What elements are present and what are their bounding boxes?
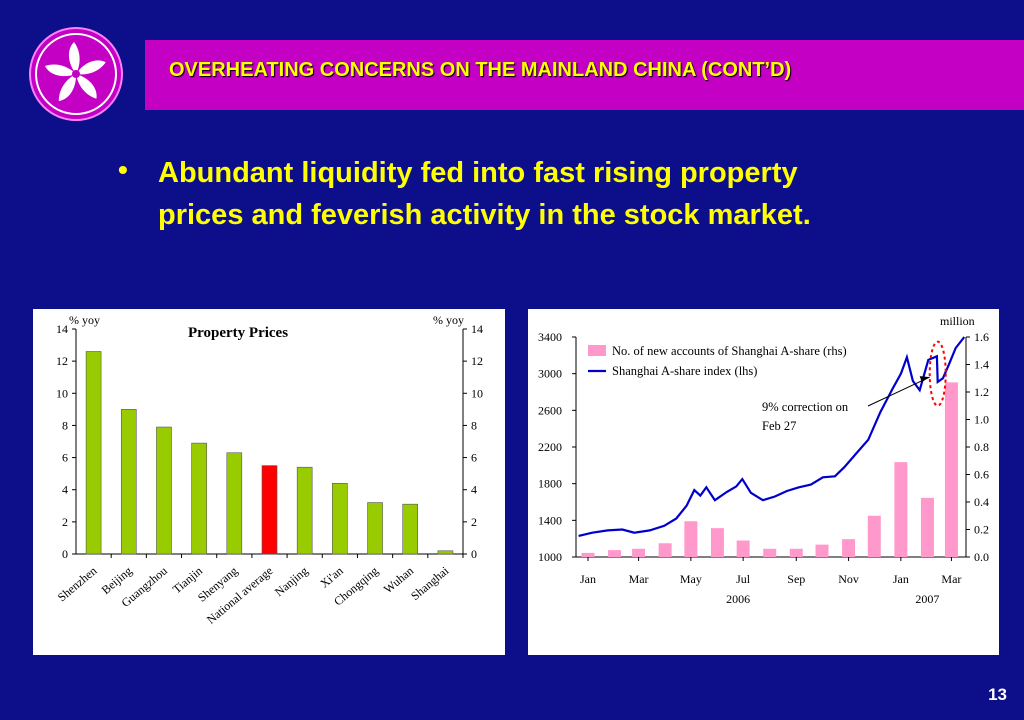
bar xyxy=(842,539,856,557)
legend-label: Shanghai A-share index (lhs) xyxy=(612,364,757,378)
bar xyxy=(684,521,698,557)
y-tick-label-left: 2600 xyxy=(538,403,562,417)
bar xyxy=(581,552,595,557)
year-label: 2006 xyxy=(726,592,750,606)
y-tick-label-right: 4 xyxy=(471,483,477,497)
y-tick-label-right: 1.2 xyxy=(974,385,989,399)
x-tick-label: Mar xyxy=(941,572,961,586)
x-tick-label: Xi'an xyxy=(317,564,346,591)
bar xyxy=(736,540,750,557)
right-axis-unit: million xyxy=(940,314,975,328)
x-tick-label: Mar xyxy=(629,572,649,586)
bar xyxy=(367,502,383,555)
annotation-arrowhead xyxy=(919,376,930,383)
shanghai-a-share-chart: million 1000 1400 1800 2200 2600 3000 3400 0.0 0.… xyxy=(538,314,989,606)
bar xyxy=(261,465,278,555)
y-tick-label-left: 0 xyxy=(62,547,68,561)
bar xyxy=(632,548,646,557)
y-tick-label-right: 1.4 xyxy=(974,358,989,372)
y-tick-label-left: 1400 xyxy=(538,513,562,527)
y-tick-label-left: 12 xyxy=(56,354,68,368)
y-tick-label-left: 4 xyxy=(62,483,68,497)
chart-title: Property Prices xyxy=(188,325,288,341)
bar xyxy=(710,528,724,557)
y-tick-label-right: 0.4 xyxy=(974,495,989,509)
bar xyxy=(867,515,881,557)
y-tick-label-left: 2200 xyxy=(538,440,562,454)
bauhinia-flower-icon xyxy=(29,27,123,121)
bar xyxy=(296,466,313,555)
annotation-arrow xyxy=(867,376,930,407)
bar xyxy=(85,351,102,555)
bar xyxy=(608,550,622,557)
property-prices-chart: Property Prices % yoy % yoy 0 0 2 2 4 4 6 6 8 8 10 10 1… xyxy=(55,313,483,627)
y-tick-label-right: 0.2 xyxy=(974,523,989,537)
year-label: 2007 xyxy=(915,592,939,606)
y-tick-label-left: 14 xyxy=(56,322,68,336)
y-tick-label-right: 6 xyxy=(471,451,477,465)
bar xyxy=(402,503,419,555)
bar xyxy=(815,544,829,557)
bullet-line-2: prices and feverish activity in the stoc… xyxy=(158,199,811,231)
x-tick-label: Jul xyxy=(736,572,751,586)
bar xyxy=(658,543,672,557)
y-tick-label-left: 1000 xyxy=(538,550,562,564)
x-tick-label: Shanghai xyxy=(408,563,452,603)
bar xyxy=(191,442,207,555)
y-tick-label-right: 0.8 xyxy=(974,440,989,454)
bar xyxy=(437,550,454,555)
y-axis-label-right: % yoy xyxy=(433,313,464,327)
y-tick-label-left: 6 xyxy=(62,451,68,465)
slide-title: OVERHEATING CONCERNS ON THE MAINLAND CHI… xyxy=(169,59,792,81)
y-tick-label-left: 2 xyxy=(62,515,68,529)
y-tick-label-right: 0.6 xyxy=(974,468,989,482)
y-tick-label-left: 10 xyxy=(56,386,68,400)
y-tick-label-right: 2 xyxy=(471,515,477,529)
x-tick-label: Jan xyxy=(893,572,909,586)
y-tick-label-right: 1.6 xyxy=(974,330,989,344)
y-tick-label-right: 14 xyxy=(471,322,483,336)
bar xyxy=(920,497,934,557)
bar xyxy=(789,548,803,557)
x-tick-label: Nanjing xyxy=(272,564,311,600)
y-tick-label-right: 0.0 xyxy=(974,550,989,564)
title-bar: OVERHEATING CONCERNS ON THE MAINLAND CHI… xyxy=(145,40,1024,110)
bar xyxy=(156,426,172,555)
property-prices-chart-panel: Property Prices % yoy % yoy 0 0 2 2 4 4 6 6 8 8 10 10 1… xyxy=(33,309,505,655)
y-tick-label-left: 1800 xyxy=(538,477,562,491)
x-tick-label: Shenzhen xyxy=(55,564,100,605)
bullet-text: Abundant liquidity fed into fast rising … xyxy=(158,152,811,236)
bullet-icon: • xyxy=(118,154,128,185)
y-tick-label-left: 8 xyxy=(62,418,68,432)
bullet-line-1: Abundant liquidity fed into fast rising … xyxy=(158,157,798,189)
page-number: 13 xyxy=(988,685,1007,704)
bar xyxy=(944,382,958,557)
y-tick-label-left: 3400 xyxy=(538,330,562,344)
y-tick-label-right: 0 xyxy=(471,547,477,561)
x-tick-label: Nov xyxy=(838,572,859,586)
bar xyxy=(226,452,243,555)
legend-swatch-bar xyxy=(588,345,606,356)
bar xyxy=(120,409,137,555)
x-tick-label: Sep xyxy=(787,572,805,586)
y-tick-label-right: 12 xyxy=(471,354,483,368)
bar xyxy=(763,548,777,557)
y-tick-label-right: 8 xyxy=(471,418,477,432)
y-axis-label-left: % yoy xyxy=(69,313,100,327)
line-series xyxy=(578,336,966,537)
annotation-text: 9% correction on xyxy=(762,400,849,414)
bar xyxy=(894,462,908,557)
bar xyxy=(332,482,348,555)
x-tick-label: Jan xyxy=(580,572,596,586)
y-tick-label-right: 1.0 xyxy=(974,413,989,427)
legend-label: No. of new accounts of Shanghai A-share … xyxy=(612,344,847,358)
y-tick-label-left: 3000 xyxy=(538,367,562,381)
annotation-text: Feb 27 xyxy=(762,419,796,433)
x-tick-label: May xyxy=(680,572,702,586)
shanghai-a-share-chart-panel: million 1000 1400 1800 2200 2600 3000 3400 0.0 0.… xyxy=(528,309,999,655)
y-tick-label-right: 10 xyxy=(471,386,483,400)
